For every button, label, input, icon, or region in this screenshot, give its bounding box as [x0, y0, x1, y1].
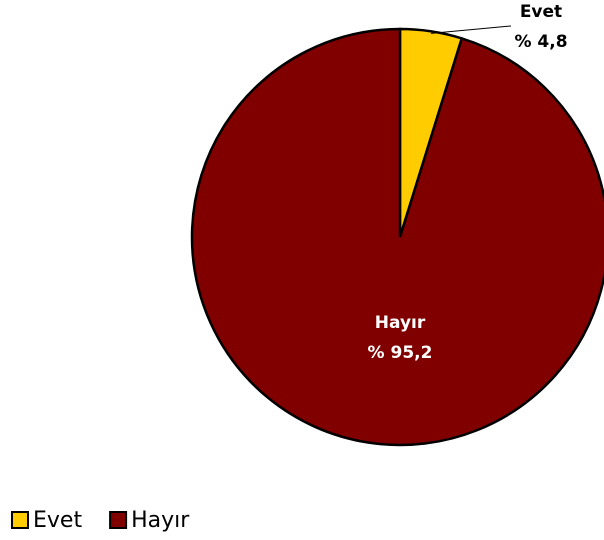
data-label: % 95,2 [368, 343, 433, 363]
legend-swatch [11, 511, 29, 529]
data-label: Hayır [375, 313, 426, 333]
legend-label: Evet [33, 508, 82, 533]
legend-label: Hayır [131, 508, 190, 533]
pie-slice [190, 27, 604, 447]
data-label: % 4,8 [514, 32, 567, 52]
leader-line [430, 25, 512, 34]
legend-swatch [109, 511, 128, 529]
data-label: Evet [520, 2, 562, 22]
